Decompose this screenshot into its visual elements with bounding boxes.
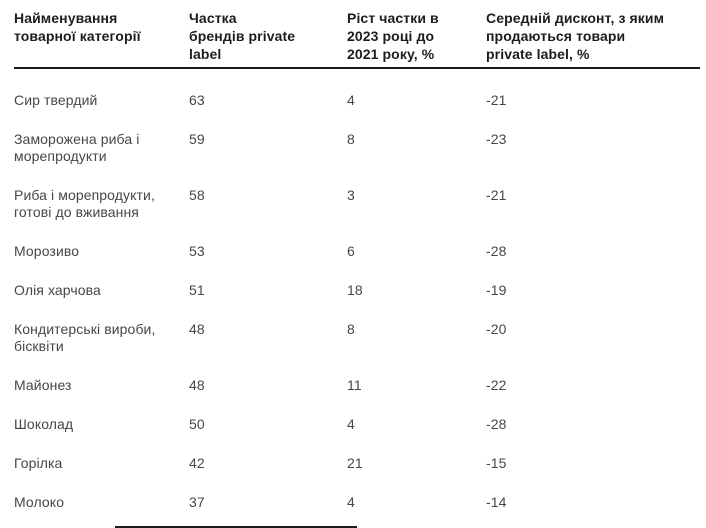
cell-discount: -14 <box>486 494 507 510</box>
cell-discount: -15 <box>486 455 507 471</box>
column-header-growth: Ріст частки в 2023 році до 2021 року, % <box>347 0 486 69</box>
cell-growth: 18 <box>347 282 363 298</box>
cell-growth: 8 <box>347 321 355 337</box>
cell-discount: -28 <box>486 416 507 432</box>
private-label-table: Найменування товарної категорії Частка б… <box>14 0 700 528</box>
cell-discount: -28 <box>486 243 507 259</box>
cell-share: 63 <box>189 92 205 108</box>
column-header-discount: Середній дисконт, з яким продаються това… <box>486 0 700 69</box>
table-row: Кондитерські вироби, бісквіти 48 8 -20 <box>14 321 700 377</box>
cell-category: Риба і морепродукти, готові до вживання <box>14 187 155 220</box>
cell-share: 48 <box>189 321 205 337</box>
cell-category: Горілка <box>14 455 63 471</box>
column-header-share: Частка брендів private label <box>189 0 347 69</box>
table-bottom-border <box>115 526 357 528</box>
table-row: Горілка 42 21 -15 <box>14 455 700 494</box>
cell-category: Сир твердий <box>14 92 98 108</box>
table-row: Майонез 48 11 -22 <box>14 377 700 416</box>
cell-growth: 11 <box>347 377 362 393</box>
table-row: Олія харчова 51 18 -19 <box>14 282 700 321</box>
cell-share: 53 <box>189 243 205 259</box>
column-header-line: Середній дисконт, з яким <box>486 10 665 26</box>
column-header-line: Ріст частки в <box>347 10 439 26</box>
cell-share: 48 <box>189 377 205 393</box>
cell-category: Майонез <box>14 377 72 393</box>
table-row: Заморожена риба і морепродукти 59 8 -23 <box>14 131 700 187</box>
cell-growth: 3 <box>347 187 355 203</box>
cell-share: 37 <box>189 494 205 510</box>
table-header: Найменування товарної категорії Частка б… <box>14 0 700 69</box>
cell-category: Молоко <box>14 494 65 510</box>
cell-category: Морозиво <box>14 243 80 259</box>
column-header-line: продаються товари <box>486 28 626 44</box>
table-row: Молоко 37 4 -14 <box>14 494 700 528</box>
cell-discount: -21 <box>486 92 507 108</box>
column-header-line: брендів private <box>189 28 296 44</box>
cell-growth: 8 <box>347 131 355 147</box>
cell-growth: 6 <box>347 243 355 259</box>
cell-growth: 21 <box>347 455 363 471</box>
cell-category: Шоколад <box>14 416 74 432</box>
cell-growth: 4 <box>347 92 355 108</box>
cell-discount: -21 <box>486 187 507 203</box>
column-header-line: 2021 року, % <box>347 46 435 62</box>
cell-share: 50 <box>189 416 205 432</box>
table-body: Сир твердий 63 4 -21 Заморожена риба і м… <box>14 68 700 528</box>
cell-share: 59 <box>189 131 205 147</box>
cell-discount: -23 <box>486 131 507 147</box>
cell-discount: -20 <box>486 321 507 337</box>
table-row: Морозиво 53 6 -28 <box>14 243 700 282</box>
column-header-line: private label, % <box>486 46 590 62</box>
column-header-line: Частка <box>189 10 237 26</box>
column-header-line: товарної категорії <box>14 28 141 44</box>
cell-discount: -19 <box>486 282 507 298</box>
table-row: Сир твердий 63 4 -21 <box>14 68 700 131</box>
table-row: Риба і морепродукти, готові до вживання … <box>14 187 700 243</box>
cell-growth: 4 <box>347 494 355 510</box>
cell-discount: -22 <box>486 377 507 393</box>
cell-share: 58 <box>189 187 205 203</box>
cell-share: 51 <box>189 282 205 298</box>
cell-category: Кондитерські вироби, бісквіти <box>14 321 156 354</box>
table-row: Шоколад 50 4 -28 <box>14 416 700 455</box>
table-header-row: Найменування товарної категорії Частка б… <box>14 0 700 69</box>
cell-category: Олія харчова <box>14 282 101 298</box>
column-header-line: Найменування <box>14 10 118 26</box>
column-header-line: 2023 році до <box>347 28 435 44</box>
cell-share: 42 <box>189 455 205 471</box>
column-header-category: Найменування товарної категорії <box>14 0 189 69</box>
cell-growth: 4 <box>347 416 355 432</box>
column-header-line: label <box>189 46 222 62</box>
cell-category: Заморожена риба і морепродукти <box>14 131 140 164</box>
